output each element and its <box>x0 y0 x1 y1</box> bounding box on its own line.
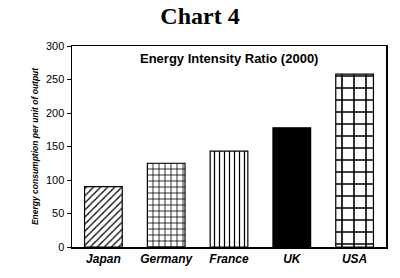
svg-text:150: 150 <box>46 140 64 152</box>
svg-text:Japan: Japan <box>86 252 121 266</box>
svg-text:Energy Intensity Ratio (2000): Energy Intensity Ratio (2000) <box>140 51 318 66</box>
svg-text:50: 50 <box>52 207 64 219</box>
svg-text:300: 300 <box>46 40 64 52</box>
svg-text:Energy consumption per unit of: Energy consumption per unit of output <box>30 67 40 225</box>
svg-text:200: 200 <box>46 107 64 119</box>
svg-text:Chart 4: Chart 4 <box>160 3 239 29</box>
svg-text:0: 0 <box>58 241 64 253</box>
svg-text:100: 100 <box>46 174 64 186</box>
svg-text:USA: USA <box>342 252 367 266</box>
svg-text:Germany: Germany <box>140 252 193 266</box>
svg-text:France: France <box>209 252 249 266</box>
svg-text:250: 250 <box>46 73 64 85</box>
svg-text:UK: UK <box>283 252 302 266</box>
